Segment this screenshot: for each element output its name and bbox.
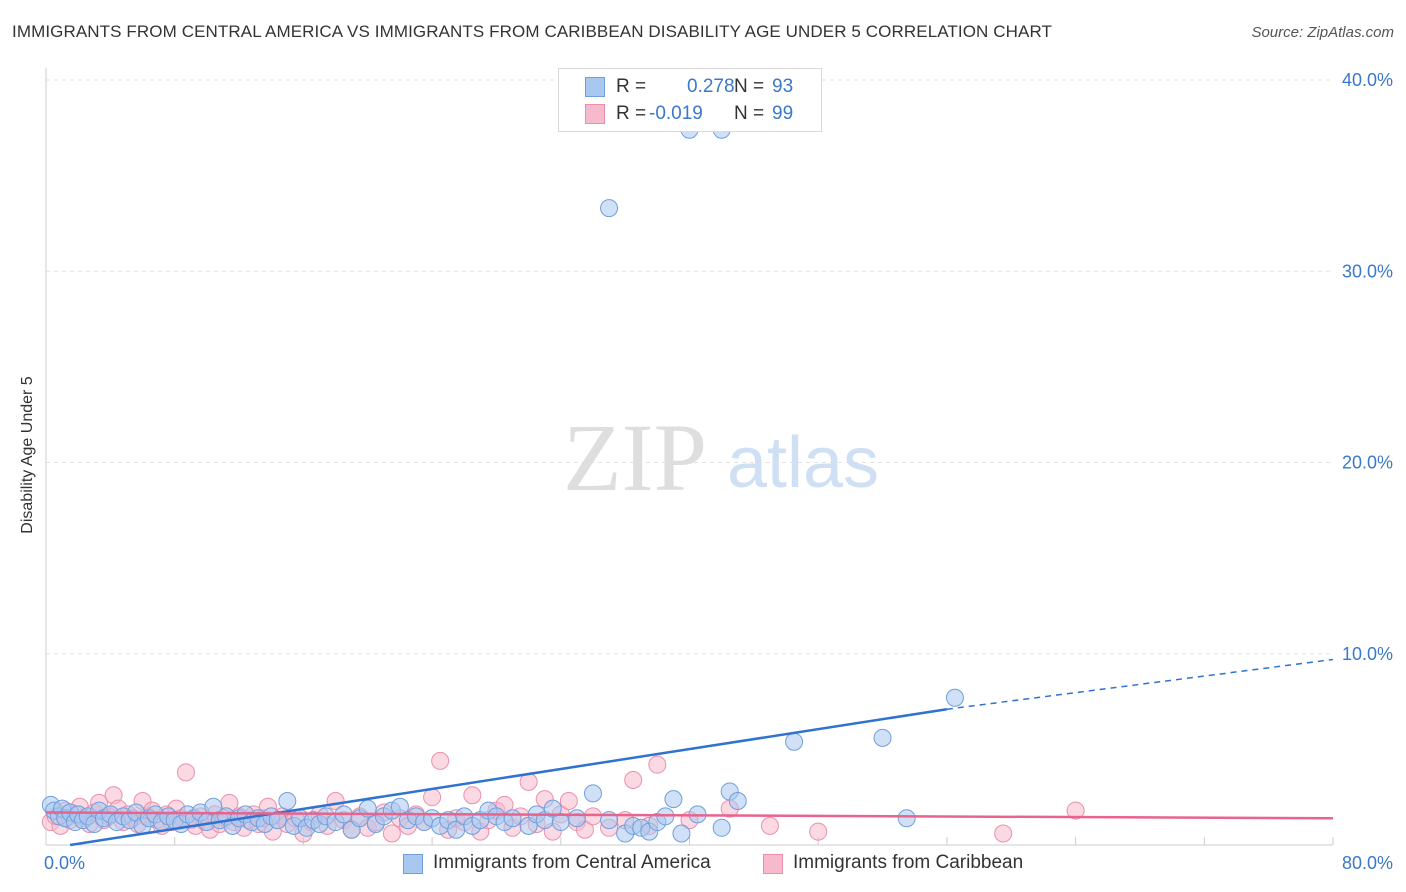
point-central-america-76 xyxy=(583,784,602,803)
point-central-america-84 xyxy=(664,790,683,809)
y-tick-label-30: 30.0% xyxy=(1342,261,1393,281)
point-caribbean-67 xyxy=(423,788,442,807)
watermark-atlas: atlas xyxy=(727,423,879,503)
y-tick-label-40: 40.0% xyxy=(1342,70,1393,90)
trendline-caribbean xyxy=(45,811,1334,820)
point-central-america-85 xyxy=(672,824,691,843)
point-caribbean-97 xyxy=(994,824,1013,843)
point-central-america-87 xyxy=(712,818,731,837)
point-central-america-40 xyxy=(278,792,297,811)
point-caribbean-90 xyxy=(624,770,643,789)
point-caribbean-98 xyxy=(1066,801,1085,820)
point-central-america-73 xyxy=(543,799,562,818)
y-tick-label-20: 20.0% xyxy=(1342,453,1393,473)
stats-n-value-1: 93 xyxy=(772,76,794,97)
stats-r-label-2: R = xyxy=(616,103,647,124)
stats-r-value-2: -0.019 xyxy=(649,103,703,124)
point-caribbean-96 xyxy=(809,822,828,841)
stats-swatch-central-america xyxy=(585,77,605,97)
source-label: Source: ZipAtlas.com xyxy=(1251,24,1394,41)
stats-box: R = 0.278 N = 93 R = -0.019 N = 99 xyxy=(558,68,822,132)
legend-swatch-central-america xyxy=(403,854,423,874)
point-central-america-89 xyxy=(728,792,747,811)
point-caribbean-95 xyxy=(760,816,779,835)
trendline-central-america xyxy=(69,707,948,847)
watermark-zip: ZIP xyxy=(563,404,707,511)
point-central-america-91 xyxy=(873,728,892,747)
point-central-america-96 xyxy=(897,809,916,828)
trendline-central-america-extension xyxy=(946,658,1334,710)
chart-title: IMMIGRANTS FROM CENTRAL AMERICA VS IMMIG… xyxy=(12,22,1053,41)
legend-swatch-caribbean xyxy=(763,854,783,874)
stats-n-label-1: N = xyxy=(734,76,765,97)
legend-label-central-america: Immigrants from Central America xyxy=(433,852,711,873)
point-caribbean-87 xyxy=(583,807,602,826)
x-tick-label-min: 0.0% xyxy=(44,853,85,873)
y-tick-label-10: 10.0% xyxy=(1342,644,1393,664)
point-caribbean-28 xyxy=(176,763,195,782)
stats-n-label-2: N = xyxy=(734,103,765,124)
point-central-america-75 xyxy=(567,809,586,828)
point-central-america-90 xyxy=(785,732,804,751)
stats-r-label-1: R = xyxy=(616,76,647,97)
stats-swatch-caribbean xyxy=(585,104,605,124)
point-caribbean-62 xyxy=(382,824,401,843)
stats-r-value-1: 0.278 xyxy=(687,76,735,97)
point-central-america-92 xyxy=(945,688,964,707)
stats-n-value-2: 99 xyxy=(772,103,794,124)
point-caribbean-68 xyxy=(431,751,450,770)
point-central-america-69 xyxy=(503,809,522,828)
point-central-america-74 xyxy=(551,813,570,832)
x-tick-label-max: 80.0% xyxy=(1342,853,1393,873)
point-central-america-93 xyxy=(600,199,619,218)
point-caribbean-72 xyxy=(463,786,482,805)
point-caribbean-84 xyxy=(559,792,578,811)
legend-label-caribbean: Immigrants from Caribbean xyxy=(793,852,1024,873)
point-caribbean-92 xyxy=(648,755,667,774)
